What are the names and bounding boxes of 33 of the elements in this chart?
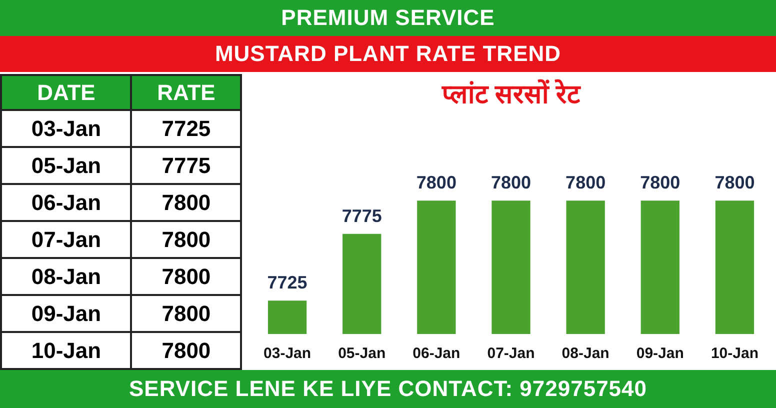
data-label: 7800 — [416, 172, 456, 193]
data-label: 7775 — [131, 147, 241, 184]
category-label: 09-Jan — [1, 295, 132, 332]
x-tick-label: 09-Jan — [636, 345, 684, 362]
x-tick-label: 08-Jan — [562, 345, 610, 362]
text: DATE — [1, 75, 132, 110]
data-label: 7800 — [566, 172, 606, 193]
data-label: 7800 — [640, 172, 680, 193]
category-label: 07-Jan — [1, 221, 132, 258]
x-tick-label: 10-Jan — [710, 345, 758, 362]
category-label: 05-Jan — [1, 147, 132, 184]
data-label: 7800 — [714, 172, 755, 193]
data-label: 7800 — [131, 221, 241, 258]
category-label: 03-Jan — [1, 110, 132, 147]
data-label: 7800 — [490, 172, 532, 193]
text: RATE — [131, 75, 241, 110]
data-label: 7775 — [342, 206, 382, 226]
data-label: 7725 — [267, 272, 308, 293]
data-label: 7800 — [131, 258, 241, 295]
subheader-banner: MUSTARD PLANT RATE TREND — [0, 36, 776, 72]
x-tick-label: 03-Jan — [264, 345, 312, 362]
category-label: 08-Jan — [1, 258, 132, 295]
x-tick-label: 06-Jan — [412, 345, 460, 362]
data-label: 7800 — [131, 295, 241, 332]
data-label: 7725 — [131, 110, 241, 147]
category-label: 06-Jan — [1, 184, 132, 221]
x-tick-label: 05-Jan — [338, 345, 386, 362]
header-banner: PREMIUM SERVICE — [0, 0, 776, 36]
footer-banner: SERVICE LENE KE LIYE CONTACT: 9729757540 — [0, 370, 776, 408]
data-label: 7800 — [131, 184, 241, 221]
chart-title: प्लांट सरसों रेट — [440, 78, 582, 109]
data-label: 7800 — [131, 332, 241, 369]
x-tick-label: 07-Jan — [487, 345, 535, 362]
